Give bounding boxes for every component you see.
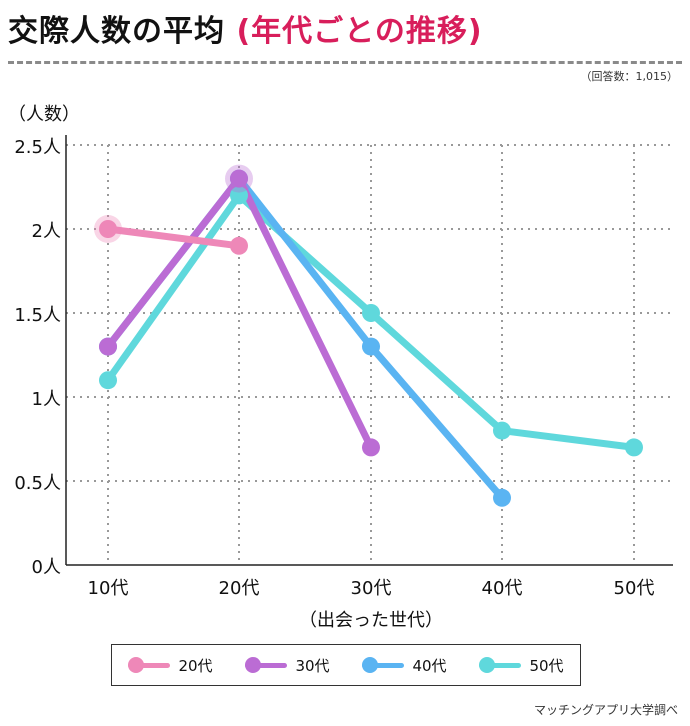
y-tick-label: 1.5人: [14, 305, 61, 326]
x-tick-label: 50代: [614, 578, 655, 599]
data-point: [493, 421, 511, 440]
data-point: [625, 438, 643, 457]
source-note: マッチングアプリ大学調べ: [533, 703, 678, 717]
x-axis-title: （出会った世代）: [299, 610, 443, 631]
title-main: 交際人数の平均: [8, 14, 225, 49]
data-point: [99, 337, 117, 356]
legend-swatch: [479, 657, 522, 673]
legend-item: 30代: [245, 655, 330, 676]
line-chart: 0人 0.5人 1人 1.5人 2人 2.5人 （人数） （出会った世代） 10代 20代 30代 4…: [8, 104, 673, 631]
x-tick-label: 30代: [351, 578, 392, 599]
legend: 20代 30代 40代 50代: [111, 644, 581, 686]
y-tick-label: 2.5人: [14, 137, 61, 158]
data-point: [230, 236, 248, 255]
highlight-halo: [94, 215, 122, 243]
data-point: [362, 438, 380, 457]
y-axis-title: （人数）: [8, 104, 80, 125]
data-point: [230, 169, 248, 188]
legend-item: 40代: [362, 655, 447, 676]
legend-item: 20代: [128, 655, 213, 676]
data-point: [493, 488, 511, 507]
response-count-note: （回答数：1,015）: [580, 70, 679, 83]
x-tick-label: 40代: [482, 578, 523, 599]
highlight-halo: [225, 164, 253, 193]
data-point: [230, 186, 248, 205]
data-point: [362, 337, 380, 356]
x-tick-label: 20代: [219, 578, 260, 599]
legend-swatch: [362, 657, 405, 673]
legend-label: 20代: [178, 656, 213, 675]
x-tick-label: 10代: [88, 578, 129, 599]
series-line: [104, 225, 243, 250]
legend-label: 40代: [412, 656, 447, 675]
y-tick-label: 0人: [32, 557, 61, 578]
legend-item: 50代: [479, 655, 564, 676]
y-tick-label: 1人: [32, 389, 61, 410]
y-tick-label: 0.5人: [14, 473, 61, 494]
title-sub: (年代ごとの推移): [236, 14, 483, 49]
legend-swatch: [128, 657, 171, 673]
legend-label: 50代: [529, 656, 564, 675]
title-divider: [8, 61, 682, 64]
data-point: [99, 371, 117, 390]
series-line: [104, 175, 506, 502]
legend-label: 30代: [295, 656, 330, 675]
chart-title: 交際人数の平均 (年代ごとの推移): [8, 6, 483, 50]
data-point: [362, 304, 380, 322]
data-point: [99, 220, 117, 238]
legend-swatch: [245, 657, 288, 673]
y-tick-label: 2人: [32, 221, 61, 242]
